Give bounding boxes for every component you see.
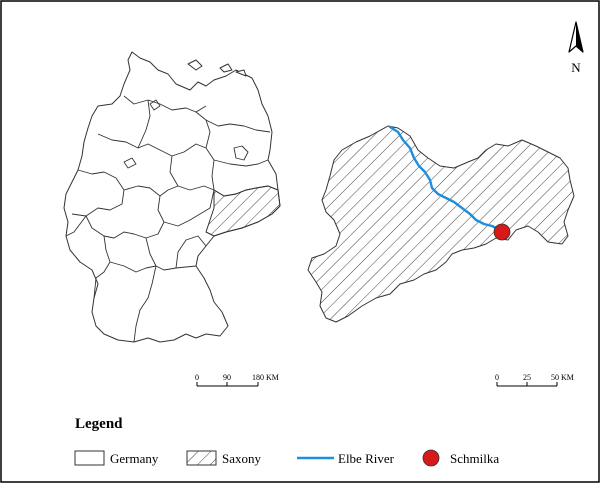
scale-left-tick-2: 180 KM [252, 373, 279, 382]
legend-title: Legend [75, 416, 123, 432]
legend-river-label: Elbe River [338, 451, 395, 466]
legend-saxony-label: Saxony [222, 451, 262, 466]
legend-germany-label: Germany [110, 451, 159, 466]
germany-islands [187, 59, 247, 77]
scale-bar-germany [196, 382, 259, 387]
elbe-river [388, 125, 502, 232]
legend-schmilka-symbol [422, 449, 440, 467]
legend-schmilka-label: Schmilka [450, 451, 499, 466]
germany-state-boundaries [65, 95, 279, 343]
legend-germany-swatch [74, 450, 105, 466]
saxony-map [307, 125, 575, 323]
legend-saxony-swatch [186, 450, 217, 466]
scale-right-tick-0: 0 [495, 373, 499, 382]
scale-right-tick-2: 50 KM [551, 373, 574, 382]
scale-bar-saxony [496, 382, 558, 387]
scale-left-tick-0: 0 [195, 373, 199, 382]
north-arrow: N [568, 21, 584, 75]
legend: Legend Germany Saxony Elbe River Schmilk… [74, 416, 499, 467]
schmilka-marker [493, 223, 511, 241]
germany-saxony-region [205, 185, 281, 237]
scale-right-tick-1: 25 [523, 373, 531, 382]
scale-left-tick-1: 90 [223, 373, 231, 382]
saxony-outline [307, 125, 575, 323]
north-label: N [571, 60, 581, 75]
